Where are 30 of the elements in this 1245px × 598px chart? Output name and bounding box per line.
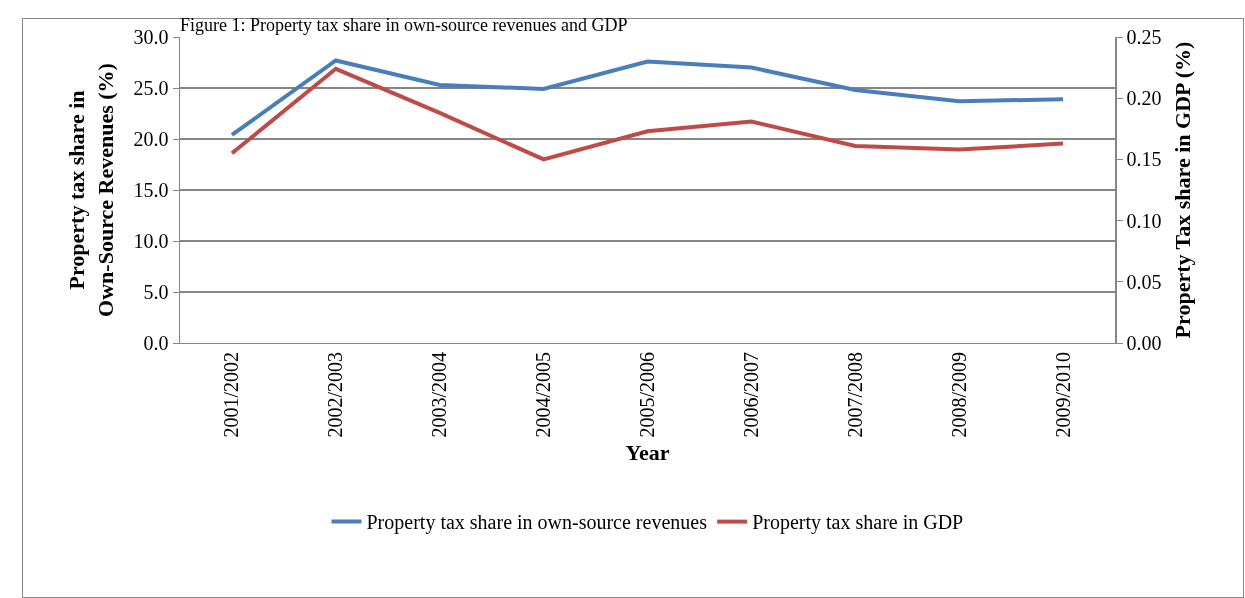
y-tick-label: 20.0 [133,128,169,150]
x-axis-title: Year [625,440,670,466]
x-tick-label: 2003/2004 [428,352,451,438]
line-series [229,58,1066,137]
y-tick-label: 10.0 [133,230,169,252]
y2-tick-label: 0.25 [1126,26,1162,48]
x-tick-label: 2002/2003 [324,352,347,438]
y-tick-label: 30.0 [133,26,169,48]
y-tick-label: 15.0 [133,179,169,201]
y-tick-label: 0.0 [143,332,169,354]
y-axis-title: Property tax share in Own-Source Revenues (%) [63,63,118,317]
x-tick-label: 2009/2010 [1051,352,1074,438]
y2-tick-label: 0.00 [1126,332,1162,354]
x-tick-label: 2008/2009 [947,352,970,438]
y2-tick-label: 0.10 [1126,209,1162,232]
x-tick-label: 2005/2006 [636,352,658,438]
x-tick-label: 2004/2005 [532,352,555,438]
chart-title: Figure 1: Property tax share in own-source revenues and GDP [180,15,628,36]
y2-tick-label: 0.05 [1126,270,1162,293]
y2-tick-label: 0.20 [1126,87,1162,110]
y2-axis-title: Property Tax share in GDP (%) [1170,41,1196,339]
y-tick-label: 5.0 [143,281,169,303]
x-tick-label: 2006/2007 [739,352,762,438]
y2-tick-label: 0.15 [1126,148,1162,171]
legend-label: Property tax share in own-source revenues [366,511,708,535]
legend-label: Property tax share in GDP [752,511,964,535]
line-series [229,66,1066,162]
y-tick-label: 25.0 [133,77,169,99]
x-tick-label: 2001/2002 [220,352,243,438]
x-tick-label: 2007/2008 [843,352,866,438]
